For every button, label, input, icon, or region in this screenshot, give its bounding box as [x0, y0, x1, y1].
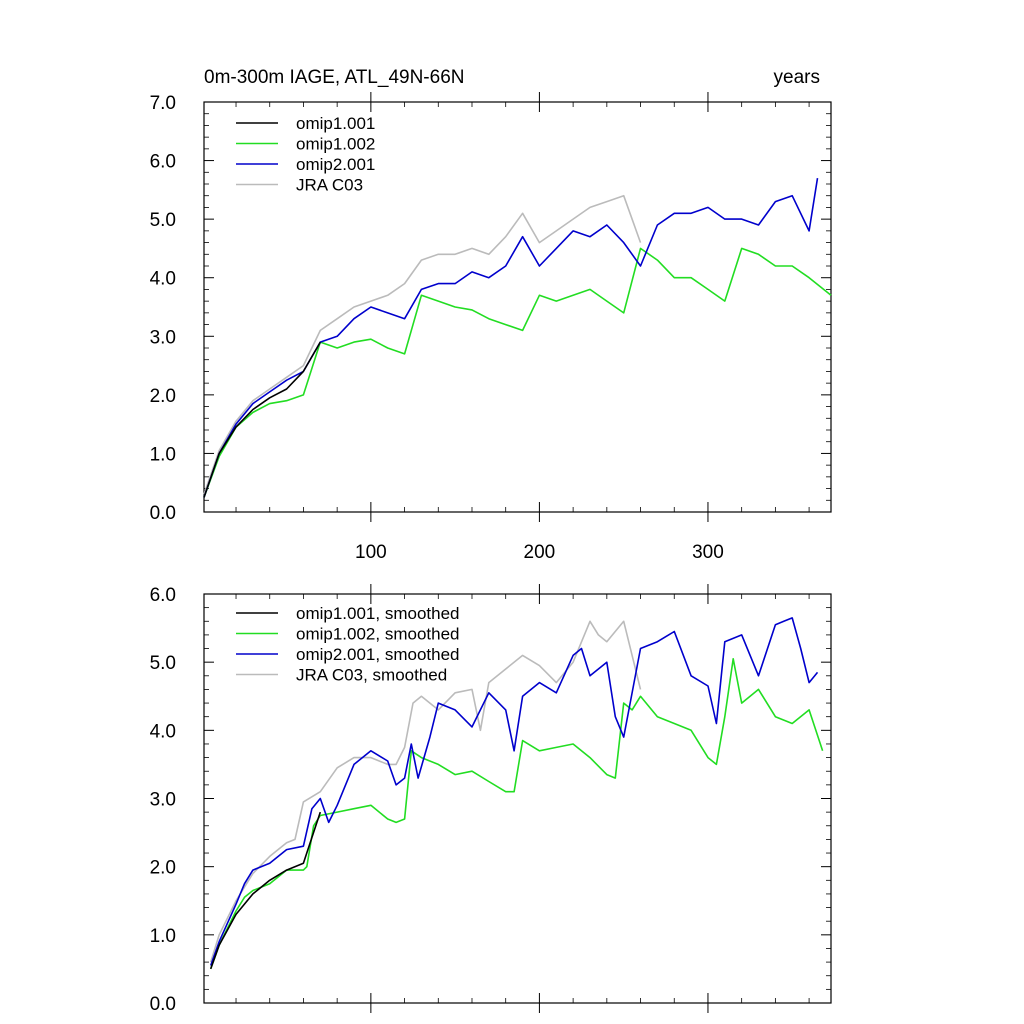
- y-tick-label: 5.0: [150, 210, 176, 231]
- y-tick-label: 5.0: [150, 653, 176, 674]
- x-tick-label: 200: [524, 542, 556, 563]
- series-line: [209, 617, 819, 966]
- legend-label: omip1.001, smoothed: [296, 604, 460, 623]
- y-tick-label: 3.0: [150, 327, 176, 348]
- x-tick-label: 300: [692, 542, 724, 563]
- series-line: [203, 341, 321, 498]
- legend-label: omip1.002: [296, 135, 375, 154]
- y-tick-label: 1.0: [150, 926, 176, 947]
- y-tick-label: 4.0: [150, 269, 176, 290]
- legend-label: omip2.001, smoothed: [296, 645, 460, 664]
- series-line: [209, 657, 824, 970]
- legend-label: JRA C03, smoothed: [296, 666, 447, 685]
- y-tick-label: 6.0: [150, 152, 176, 173]
- y-tick-label: 7.0: [150, 93, 176, 114]
- series-line: [203, 247, 832, 498]
- legend-label: omip1.002, smoothed: [296, 625, 460, 644]
- plot-frame: [203, 101, 832, 513]
- y-tick-label: 2.0: [150, 386, 176, 407]
- y-tick-label: 1.0: [150, 444, 176, 465]
- legend-label: omip2.001: [296, 155, 375, 174]
- chart-1-title: 0m-300m IAGE, ATL_49N-66N: [204, 67, 464, 88]
- series-line: [203, 194, 642, 495]
- legend-label: JRA C03: [296, 176, 363, 195]
- series-line: [209, 620, 642, 963]
- y-tick-label: 0.0: [150, 994, 176, 1015]
- y-tick-label: 2.0: [150, 858, 176, 879]
- chart-1-units: years: [774, 67, 820, 88]
- chart-1: 0.0 1.0 2.0 3.0 4.0 5.0 6.0 7.0 100 200 300 omip1.0…: [150, 92, 832, 563]
- series-line: [203, 177, 819, 498]
- chart-2: 0.0 1.0 2.0 3.0 4.0 5.0 6.0 omip1.001, smoothed…: [150, 584, 832, 1015]
- y-tick-label: 3.0: [150, 790, 176, 811]
- y-tick-label: 6.0: [150, 585, 176, 606]
- y-tick-label: 4.0: [150, 721, 176, 742]
- legend-label: omip1.001: [296, 114, 375, 133]
- y-tick-label: 0.0: [150, 503, 176, 524]
- x-tick-label: 100: [355, 542, 387, 563]
- series-line: [209, 811, 322, 970]
